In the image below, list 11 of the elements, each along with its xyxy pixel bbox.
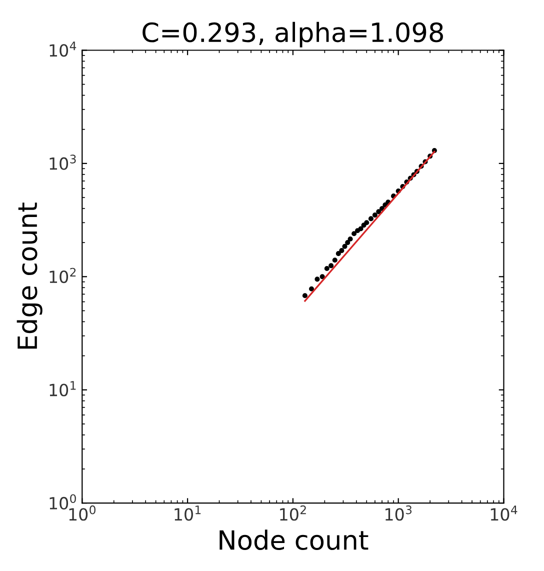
x-tick-label: 10$^{4}$: [490, 506, 518, 521]
y-axis-title: Edge count: [16, 202, 42, 349]
y-tick-label: 10$^{1}$: [50, 381, 76, 396]
x-axis-title: Node count: [220, 530, 368, 550]
y-tick-label: 10$^{2}$: [50, 268, 76, 284]
chart-title: C=0.293, alpha=1.098: [142, 22, 443, 48]
y-tick-label: 10$^{3}$: [50, 154, 76, 170]
x-tick-label: 10$^{3}$: [386, 505, 412, 521]
x-tick-label: 10$^{1}$: [174, 506, 201, 521]
x-tick-label: 10$^{2}$: [280, 505, 306, 521]
y-tick-label: 10$^{4}$: [50, 42, 76, 57]
